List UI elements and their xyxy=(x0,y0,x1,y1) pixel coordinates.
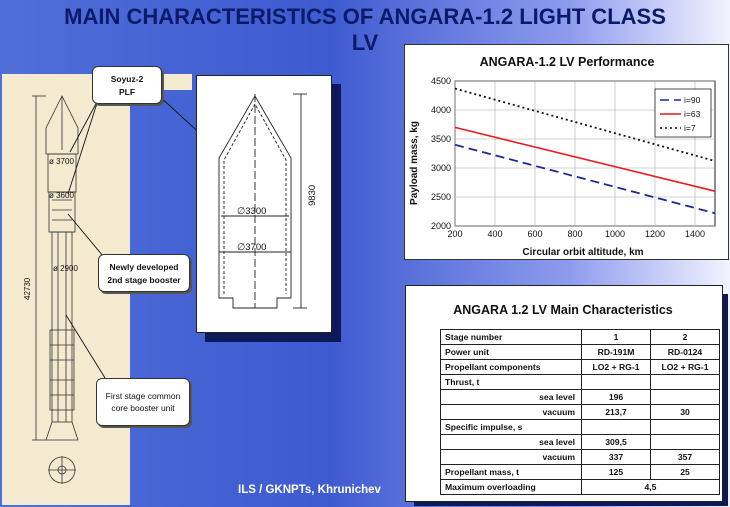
table-cell-value: 25 xyxy=(650,464,720,480)
table-row: vacuum 213,7 30 xyxy=(440,404,720,420)
chart-ytick-label: 4000 xyxy=(431,105,451,115)
table-row: Specific impulse, s xyxy=(440,419,720,435)
table-cell-label: Stage number xyxy=(440,329,582,345)
characteristics-table: Stage number 1 2 Power unit RD-191M RD-0124 Pr… xyxy=(440,329,720,495)
table-cell-value xyxy=(650,419,720,435)
performance-chart: ANGARA-1.2 LV Performance Payload mass, … xyxy=(409,55,716,258)
dim-2900: ø 2900 xyxy=(53,264,78,273)
chart-legend-box xyxy=(654,88,712,138)
credit-text: ILS / GKNPTs, Khrunichev xyxy=(238,484,381,496)
callout-second-stage: Newly developed 2nd stage booster xyxy=(98,254,190,292)
chart-xtick-label: 1200 xyxy=(645,229,665,239)
table-cell-value: 125 xyxy=(581,464,651,480)
performance-chart-panel: ANGARA-1.2 LV Performance Payload mass, … xyxy=(404,44,729,260)
table-cell-label: sea level xyxy=(440,434,582,450)
table-cell-value: 357 xyxy=(650,449,720,465)
chart-xtick-label: 1400 xyxy=(685,229,705,239)
table-cell-label: Propellant mass, t xyxy=(440,464,582,480)
table-cell-label: sea level xyxy=(440,389,582,405)
chart-legend-label: i=7 xyxy=(684,123,696,133)
chart-xlabel: Circular orbit altitude, km xyxy=(522,247,643,258)
table-row: Stage number 1 2 xyxy=(440,329,720,345)
table-cell-value xyxy=(581,374,651,390)
table-row: Propellant mass, t 125 25 xyxy=(440,464,720,480)
table-cell-value: 4,5 xyxy=(581,479,720,495)
callout-first-line1: First stage common xyxy=(105,391,181,401)
table-row: Thrust, t xyxy=(440,374,720,390)
chart-xtick-label: 400 xyxy=(487,229,502,239)
table-row: Propellant components LO2 + RG-1 LO2 + RG-… xyxy=(440,359,720,375)
table-row: Power unit RD-191M RD-0124 xyxy=(440,344,720,360)
chart-series-line xyxy=(454,143,716,215)
chart-ytick-label: 4500 xyxy=(431,76,451,86)
callout-soyuz-line2: PLF xyxy=(118,86,136,97)
dim-3700: ø 3700 xyxy=(49,157,74,166)
chart-legend-label: i=63 xyxy=(684,109,701,119)
title-line-2: LV xyxy=(351,30,379,55)
table-cell-value: 1 xyxy=(581,329,651,345)
chart-legend-label: i=90 xyxy=(684,95,701,105)
table-cell-value xyxy=(650,434,720,450)
dim-3600: ø 3600 xyxy=(49,191,74,200)
table-row: sea level 309,5 xyxy=(440,434,720,450)
table-cell-value: LO2 + RG-1 xyxy=(650,359,720,375)
table-cell-value: 213,7 xyxy=(581,404,651,420)
dim-length: 42730 xyxy=(23,277,32,300)
chart-title: ANGARA-1.2 LV Performance xyxy=(480,55,655,69)
page-title: MAIN CHARACTERISTICS OF ANGARA-1.2 LIGHT… xyxy=(0,4,730,56)
table-cell-label: Propellant components xyxy=(440,359,582,375)
plf-drawing: ∅3300 ∅3700 9830 xyxy=(218,93,318,309)
rocket-core-stage xyxy=(51,231,73,423)
chart-ytick-label: 2000 xyxy=(431,221,451,231)
table-cell-value: 2 xyxy=(650,329,720,345)
table-row: Maximum overloading 4,5 xyxy=(440,479,720,495)
plf-dim-3700: ∅3700 xyxy=(237,242,266,253)
chart-xtick-label: 800 xyxy=(567,229,582,239)
table-cell-label: Maximum overloading xyxy=(440,479,582,495)
plf-panel: ∅3300 ∅3700 9830 xyxy=(196,75,332,333)
chart-xtick-label: 600 xyxy=(527,229,542,239)
chart-xtick-label: 200 xyxy=(447,229,462,239)
callout-first-stage: First stage common core booster unit xyxy=(96,378,190,426)
plf-outline xyxy=(218,95,292,309)
callout-second-line1: Newly developed xyxy=(109,261,179,272)
callout-first-line2: core booster unit xyxy=(111,403,175,413)
table-cell-value: 30 xyxy=(650,404,720,420)
table-cell-value: LO2 + RG-1 xyxy=(581,359,651,375)
table-cell-label: Thrust, t xyxy=(440,374,582,390)
table-cell-label: Power unit xyxy=(440,344,582,360)
plf-dim-3300: ∅3300 xyxy=(237,206,266,217)
table-cell-label: Specific impulse, s xyxy=(440,419,582,435)
callout-second-line2: 2nd stage booster xyxy=(107,274,181,285)
chart-ytick-label: 3000 xyxy=(431,163,451,173)
table-title: ANGARA 1.2 LV Main Characteristics xyxy=(453,303,673,317)
chart-xtick-label: 1000 xyxy=(605,229,625,239)
callout-soyuz-plf: Soyuz-2 PLF xyxy=(92,66,162,104)
rocket-engine xyxy=(45,421,79,441)
chart-series-line xyxy=(454,126,716,192)
table-cell-value: RD-191M xyxy=(581,344,651,360)
chart-ylabel: Payload mass, kg xyxy=(409,121,420,205)
table-cell-label: vacuum xyxy=(440,449,582,465)
table-cell-value: RD-0124 xyxy=(650,344,720,360)
title-line-1: MAIN CHARACTERISTICS OF ANGARA-1.2 LIGHT… xyxy=(64,4,666,29)
table-cell-label: vacuum xyxy=(440,404,582,420)
chart-ytick-label: 3500 xyxy=(431,134,451,144)
table-row: vacuum 337 357 xyxy=(440,449,720,465)
table-cell-value: 196 xyxy=(581,389,651,405)
callout-soyuz-line1: Soyuz-2 xyxy=(110,73,144,84)
table-row: sea level 196 xyxy=(440,389,720,405)
chart-ytick-label: 2500 xyxy=(431,192,451,202)
table-cell-value xyxy=(581,419,651,435)
table-cell-value: 309,5 xyxy=(581,434,651,450)
table-cell-value: 337 xyxy=(581,449,651,465)
plf-height: 9830 xyxy=(307,185,318,206)
table-cell-value xyxy=(650,389,720,405)
table-cell-value xyxy=(650,374,720,390)
